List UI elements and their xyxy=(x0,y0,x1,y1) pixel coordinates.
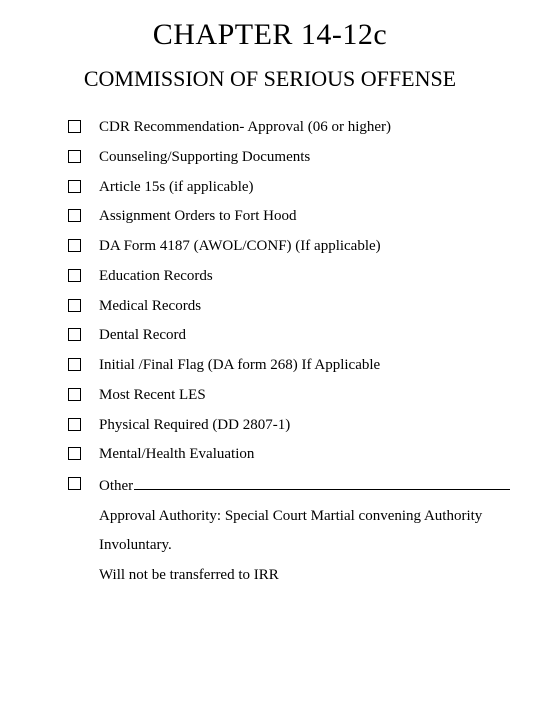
checklist-label: Most Recent LES xyxy=(99,386,206,405)
notes-section: Approval Authority: Special Court Martia… xyxy=(30,507,510,586)
checklist-label: Article 15s (if applicable) xyxy=(99,178,254,197)
checkbox-icon[interactable] xyxy=(68,477,81,490)
checkbox-icon[interactable] xyxy=(68,239,81,252)
subtitle: COMMISSION OF SERIOUS OFFENSE xyxy=(30,66,510,92)
note-approval-authority: Approval Authority: Special Court Martia… xyxy=(99,507,499,527)
checkbox-icon[interactable] xyxy=(68,180,81,193)
checklist-item: Most Recent LES xyxy=(68,386,510,405)
checkbox-icon[interactable] xyxy=(68,299,81,312)
checklist-label-other: Other xyxy=(99,475,510,496)
checklist-item: CDR Recommendation- Approval (06 or high… xyxy=(68,118,510,137)
checkbox-icon[interactable] xyxy=(68,269,81,282)
checkbox-icon[interactable] xyxy=(68,358,81,371)
note-involuntary: Involuntary. xyxy=(99,536,499,556)
checklist-label: Initial /Final Flag (DA form 268) If App… xyxy=(99,356,380,375)
checklist: CDR Recommendation- Approval (06 or high… xyxy=(30,118,510,496)
checkbox-icon[interactable] xyxy=(68,418,81,431)
checkbox-icon[interactable] xyxy=(68,328,81,341)
checklist-label: CDR Recommendation- Approval (06 or high… xyxy=(99,118,391,137)
checklist-item: Medical Records xyxy=(68,297,510,316)
checklist-label: Dental Record xyxy=(99,326,186,345)
checklist-label: DA Form 4187 (AWOL/CONF) (If applicable) xyxy=(99,237,381,256)
checklist-item: DA Form 4187 (AWOL/CONF) (If applicable) xyxy=(68,237,510,256)
checklist-item: Article 15s (if applicable) xyxy=(68,178,510,197)
checklist-label: Assignment Orders to Fort Hood xyxy=(99,207,297,226)
checkbox-icon[interactable] xyxy=(68,150,81,163)
other-underline[interactable] xyxy=(134,475,510,490)
checkbox-icon[interactable] xyxy=(68,120,81,133)
checklist-item: Initial /Final Flag (DA form 268) If App… xyxy=(68,356,510,375)
checklist-label: Education Records xyxy=(99,267,213,286)
checklist-label: Physical Required (DD 2807-1) xyxy=(99,416,290,435)
other-text: Other xyxy=(99,477,133,496)
checklist-label: Mental/Health Evaluation xyxy=(99,445,254,464)
checkbox-icon[interactable] xyxy=(68,209,81,222)
checklist-item: Dental Record xyxy=(68,326,510,345)
checklist-item: Physical Required (DD 2807-1) xyxy=(68,416,510,435)
checklist-label: Medical Records xyxy=(99,297,201,316)
checkbox-icon[interactable] xyxy=(68,388,81,401)
chapter-title: CHAPTER 14-12c xyxy=(30,18,510,52)
checkbox-icon[interactable] xyxy=(68,447,81,460)
checklist-item: Mental/Health Evaluation xyxy=(68,445,510,464)
checklist-label: Counseling/Supporting Documents xyxy=(99,148,310,167)
checklist-item-other: Other xyxy=(68,475,510,496)
checklist-item: Education Records xyxy=(68,267,510,286)
note-irr: Will not be transferred to IRR xyxy=(99,566,499,586)
checklist-item: Counseling/Supporting Documents xyxy=(68,148,510,167)
checklist-item: Assignment Orders to Fort Hood xyxy=(68,207,510,226)
